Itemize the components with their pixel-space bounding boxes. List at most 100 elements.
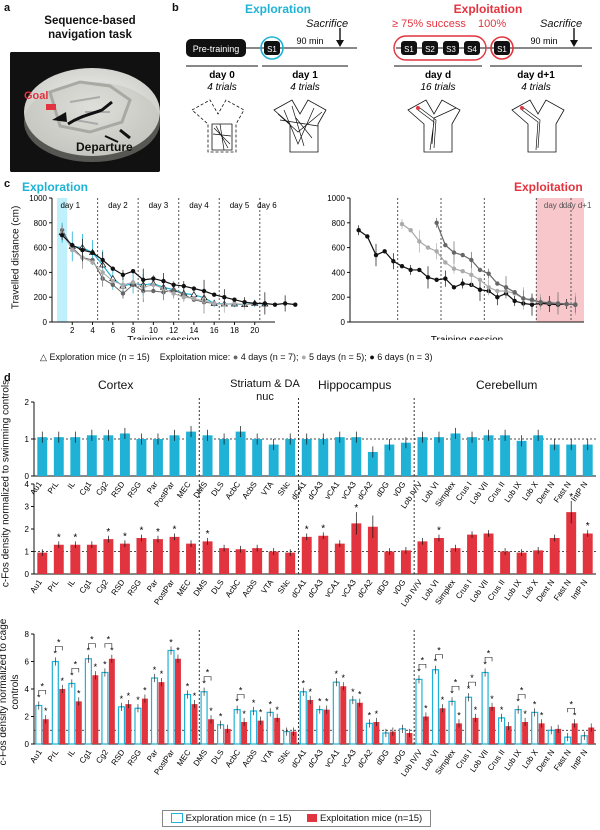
significance-star: * <box>41 681 45 691</box>
significance-star: * <box>437 526 441 537</box>
bar-exploit <box>37 552 48 574</box>
bar-exploit <box>92 675 99 744</box>
data-point <box>451 250 457 255</box>
region-label: dCA2 <box>356 480 375 502</box>
significance-star: * <box>454 677 458 687</box>
y-tick-label: 400 <box>34 268 48 277</box>
region-label: Par <box>145 480 160 496</box>
region-label: Lob IX <box>503 577 524 602</box>
day-label: day 3 <box>149 201 169 210</box>
region-label: PrL <box>46 480 61 496</box>
data-point <box>171 287 176 292</box>
panel-b-exploration-title: Exploration <box>244 2 311 16</box>
significance-star: * <box>523 709 527 719</box>
legend-exploit-d: Exploitation mice (n=15) <box>320 813 423 824</box>
significance-star: * <box>351 687 355 697</box>
bar-exploit <box>75 701 82 744</box>
data-point <box>477 267 483 273</box>
data-point <box>529 297 535 302</box>
data-point <box>110 278 116 284</box>
day-label: day d <box>544 201 564 210</box>
region-label: RSG <box>126 480 143 499</box>
region-label: MEC <box>175 578 193 598</box>
y-tick-label: 200 <box>332 293 346 302</box>
significance-star: * <box>500 705 504 715</box>
bar-exploit <box>202 541 213 574</box>
y-tick-label: 200 <box>34 293 48 302</box>
significance-star: * <box>421 655 425 665</box>
sacrifice-arrow-icon <box>336 40 344 47</box>
data-point <box>151 288 156 294</box>
significance-star: * <box>569 699 573 709</box>
significance-star: * <box>44 706 48 716</box>
x-tick-label: 8 <box>131 326 136 335</box>
bar-explo <box>134 707 142 745</box>
significance-star: * <box>156 527 160 538</box>
y-tick-label: 600 <box>332 244 346 253</box>
data-point <box>521 296 526 301</box>
bar-exploit <box>241 722 248 744</box>
bar-explo <box>136 439 147 476</box>
bar-exploit <box>103 539 114 574</box>
region-label: AcbS <box>240 578 258 599</box>
region-label: AcbC <box>224 480 243 501</box>
maze-trajectory-day1 <box>273 99 327 153</box>
panel-c-legend: △ Exploration mice (n = 15) Exploitation… <box>40 352 433 363</box>
region-label: MEC <box>175 748 193 768</box>
significance-star: * <box>450 688 454 698</box>
comparison-bracket <box>38 690 47 695</box>
comparison-bracket <box>435 654 443 659</box>
region-label: dDG <box>374 578 391 597</box>
panel-label-a: a <box>4 2 11 14</box>
bar-exploit <box>86 544 97 574</box>
bar-explo <box>186 431 196 476</box>
bar-explo <box>318 439 329 476</box>
x-axis-label: Training session <box>431 335 503 340</box>
significance-star: * <box>103 659 107 669</box>
bar-exploit <box>516 552 527 574</box>
data-point <box>564 301 569 307</box>
bar-exploit <box>571 723 578 744</box>
svg-text:S3: S3 <box>446 45 456 54</box>
bar-explo <box>332 681 340 745</box>
region-label: dCA1 <box>290 480 309 502</box>
data-point <box>181 283 186 289</box>
y-tick-label: 0 <box>43 318 48 327</box>
s-sequence-boxes: S1 S2 S3 S4 <box>401 41 480 55</box>
bar-exploit <box>191 704 198 744</box>
significance-star: * <box>90 635 94 645</box>
bar-explo <box>268 444 279 476</box>
bar-explo <box>566 444 577 476</box>
bar-explo <box>334 437 345 476</box>
shaded-region <box>57 198 68 322</box>
day-label: day 2 <box>108 201 128 210</box>
bar-exploit <box>153 539 163 574</box>
comparison-bracket <box>55 646 63 651</box>
significance-star: * <box>235 697 239 707</box>
data-point <box>262 301 268 306</box>
data-point <box>70 247 75 253</box>
data-point <box>547 300 552 305</box>
data-point <box>120 282 126 287</box>
y-tick-label: 2 <box>25 525 30 534</box>
significance-star: * <box>153 665 157 675</box>
y-tick-label: 800 <box>34 219 48 228</box>
data-point <box>443 276 448 281</box>
region-label: Cg2 <box>94 578 110 596</box>
region-label: vCA3 <box>339 480 358 502</box>
series-line <box>61 232 255 306</box>
bar-explo <box>250 710 258 745</box>
significance-star: * <box>487 648 491 658</box>
significance-star: * <box>206 529 210 540</box>
trials-label: 16 trials <box>420 82 455 93</box>
bar-explo <box>481 671 489 745</box>
data-point <box>495 281 500 286</box>
significance-star: * <box>342 673 346 683</box>
bar-exploit <box>169 536 180 574</box>
significance-star: * <box>73 532 77 543</box>
panel-label-c: c <box>4 178 11 190</box>
legend-red-swatch <box>307 814 318 823</box>
day-label: day 5 <box>230 201 250 210</box>
significance-star: * <box>573 710 577 720</box>
